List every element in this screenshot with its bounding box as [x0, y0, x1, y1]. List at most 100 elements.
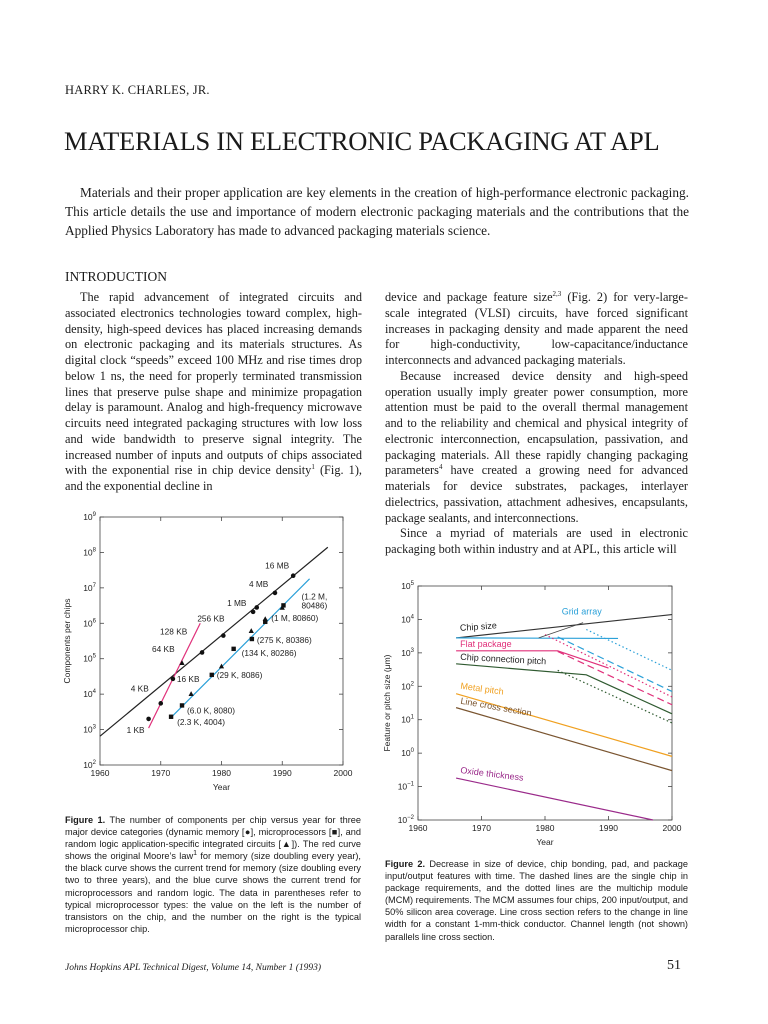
- memory-point: [170, 676, 176, 682]
- text: have created a growing need for advanced…: [385, 463, 688, 525]
- x-tick-label: 1990: [599, 823, 618, 833]
- figure-1-caption: Figure 1. The number of components per c…: [65, 814, 361, 935]
- text: The rapid advancement of integrated circ…: [65, 290, 362, 478]
- x-axis-label: Year: [213, 782, 230, 792]
- series-line-chip-connection-pitch: [456, 663, 673, 715]
- logic-point: [188, 691, 194, 696]
- data-label: (6.0 K, 8080): [187, 705, 235, 715]
- data-label: 64 KB: [152, 644, 175, 654]
- data-label: 16 MB: [265, 561, 289, 571]
- x-tick-label: 1960: [409, 823, 428, 833]
- caption-text: Decrease in size of device, chip bonding…: [385, 859, 688, 942]
- caption-text: The number of components per chip versus…: [65, 815, 361, 862]
- microprocessor-point: [168, 714, 174, 719]
- paragraph: device and package feature size2,3 (Fig.…: [385, 290, 688, 369]
- plot-frame: [417, 585, 673, 821]
- x-tick-label: 1980: [212, 768, 231, 778]
- figure-2-caption: Figure 2. Decrease in size of device, ch…: [385, 858, 688, 943]
- abstract: Materials and their proper application a…: [65, 185, 689, 238]
- y-tick-label: 103: [401, 648, 414, 658]
- data-label: (2.3 K, 4004): [177, 717, 225, 727]
- series-label: Metal pitch: [460, 681, 504, 697]
- data-label: (1.2 M,: [301, 591, 327, 601]
- data-label: 80486): [301, 600, 327, 610]
- series-label: Line cross section: [460, 696, 533, 718]
- text: Since a myriad of materials are used in …: [385, 526, 688, 556]
- paragraph: Since a myriad of materials are used in …: [385, 526, 688, 558]
- x-tick-label: 1980: [536, 823, 555, 833]
- memory-point: [199, 650, 205, 655]
- memory-point: [158, 701, 164, 706]
- microprocessor-point: [231, 646, 236, 652]
- y-tick-label: 10−2: [398, 815, 415, 825]
- citation: 1: [193, 850, 197, 858]
- author: HARRY K. CHARLES, JR.: [65, 83, 210, 97]
- citation: 4: [438, 463, 443, 472]
- y-tick-label: 102: [401, 681, 414, 691]
- x-tick-label: 2000: [663, 823, 682, 833]
- microprocessor-point: [179, 703, 185, 708]
- y-tick-label: 104: [83, 689, 96, 699]
- data-label: 1 KB: [127, 725, 145, 735]
- trend-line-memory: [99, 546, 329, 737]
- data-label: 128 KB: [160, 626, 188, 636]
- x-tick-label: 1970: [472, 823, 491, 833]
- trend-line-moore: [148, 623, 201, 729]
- microprocessor-point: [281, 603, 286, 608]
- y-tick-label: 107: [83, 583, 96, 593]
- series-line-metal-pitch: [455, 693, 673, 757]
- caption-label: Figure 2.: [385, 859, 426, 869]
- microprocessor-point: [263, 619, 268, 625]
- y-tick-label: 105: [401, 581, 414, 591]
- data-label: 256 KB: [197, 614, 225, 624]
- memory-point: [254, 605, 260, 610]
- y-axis-label: Components per chips: [62, 598, 72, 683]
- series-label: Oxide thickness: [460, 765, 525, 783]
- x-tick-label: 1990: [273, 768, 292, 778]
- x-tick-label: 1970: [151, 768, 170, 778]
- page-number: 51: [667, 958, 681, 973]
- data-label: 4 MB: [249, 579, 269, 589]
- data-label: 16 KB: [177, 674, 200, 684]
- microprocessor-point: [209, 672, 214, 678]
- logic-point: [262, 616, 268, 622]
- memory-point: [272, 590, 278, 596]
- data-label: 4 KB: [131, 683, 149, 693]
- series-line-grid-array: [456, 637, 619, 640]
- series-label: Chip size: [460, 620, 498, 633]
- logic-point: [248, 628, 254, 633]
- data-label: 1 MB: [227, 598, 247, 608]
- x-axis-label: Year: [536, 837, 553, 847]
- y-tick-label: 101: [401, 715, 414, 725]
- memory-point: [250, 609, 256, 615]
- y-tick-label: 109: [83, 512, 96, 522]
- data-label: (29 K, 8086): [217, 670, 263, 680]
- section-heading: INTRODUCTION: [65, 269, 167, 284]
- data-label: (275 K, 80386): [257, 635, 312, 645]
- left-column: The rapid advancement of integrated circ…: [65, 290, 362, 495]
- text: Because increased device density and hig…: [385, 368, 688, 478]
- text: (Fig. 1), and the exponential decline in: [65, 463, 362, 493]
- right-column: device and package feature size2,3 (Fig.…: [385, 290, 688, 558]
- memory-point: [146, 716, 151, 722]
- article-title: MATERIALS IN ELECTRONIC PACKAGING AT APL: [64, 126, 660, 156]
- paragraph: The rapid advancement of integrated circ…: [65, 290, 362, 495]
- series-line-dotted: [544, 634, 673, 698]
- y-axis-label: Feature or pitch size (μm): [382, 654, 392, 751]
- y-tick-label: 10−1: [398, 782, 415, 792]
- caption-label: Figure 1.: [65, 815, 106, 825]
- text: (Fig. 2) for very-large-scale integrated…: [385, 290, 688, 367]
- memory-point: [221, 633, 226, 638]
- citation: 2,3: [552, 289, 562, 298]
- series-label: Grid array: [562, 606, 603, 616]
- series-line-flat-package: [456, 650, 609, 669]
- x-tick-label: 2000: [334, 768, 353, 778]
- logic-point: [218, 663, 225, 669]
- logic-point: [279, 605, 285, 610]
- logic-point: [179, 660, 185, 665]
- data-label: (134 K, 80286): [242, 648, 297, 658]
- memory-point: [290, 573, 296, 579]
- microprocessor-point: [249, 636, 255, 642]
- paragraph: Because increased device density and hig…: [385, 369, 688, 527]
